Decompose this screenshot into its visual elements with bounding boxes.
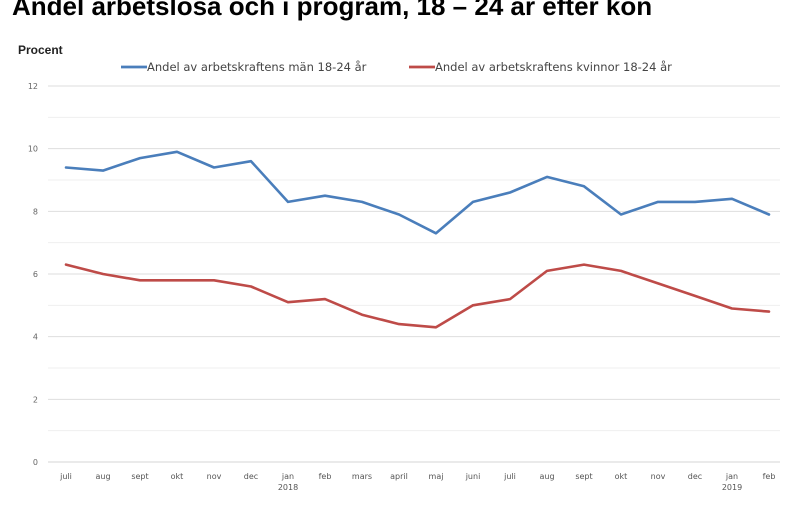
x-tick-label: maj: [429, 472, 444, 481]
x-year-label: 2019: [722, 483, 742, 492]
chart-title: Andel arbetslösa och i program, 18 – 24 …: [12, 0, 653, 21]
legend-label-1: Andel av arbetskraftens män 18-24 år: [147, 60, 367, 74]
x-tick-label: feb: [763, 472, 776, 481]
series-line-2: [64, 263, 771, 329]
x-tick-label: jan: [281, 472, 294, 481]
x-tick-label: dec: [244, 472, 258, 481]
x-tick-label: juli: [59, 472, 72, 481]
legend-label-2: Andel av arbetskraftens kvinnor 18-24 år: [435, 60, 672, 74]
x-tick-label: okt: [615, 472, 628, 481]
x-axis-ticks: juli aug sept okt nov dec jan feb mars april maj ju…: [59, 472, 775, 492]
x-tick-label: juli: [503, 472, 516, 481]
x-tick-label: sept: [131, 472, 148, 481]
y-tick-label: 2: [33, 395, 38, 404]
x-year-label: 2018: [278, 483, 298, 492]
y-tick-label: 8: [33, 207, 38, 216]
y-tick-label: 0: [33, 458, 38, 467]
x-tick-label: feb: [319, 472, 332, 481]
x-tick-label: aug: [95, 472, 110, 481]
x-tick-label: okt: [171, 472, 184, 481]
y-axis-title: Procent: [18, 43, 63, 57]
y-tick-label: 12: [28, 82, 38, 91]
series-line-1: [64, 150, 771, 235]
x-tick-label: aug: [539, 472, 554, 481]
y-tick-label: 10: [28, 145, 38, 154]
y-tick-label: 6: [33, 270, 38, 279]
legend: Andel av arbetskraftens män 18-24 år Ande…: [121, 60, 672, 74]
y-tick-label: 4: [33, 333, 38, 342]
gridlines: [48, 85, 780, 463]
x-tick-label: mars: [352, 472, 372, 481]
x-tick-label: april: [390, 472, 408, 481]
series-lines: [64, 150, 771, 329]
x-tick-label: juni: [465, 472, 481, 481]
x-tick-label: sept: [575, 472, 592, 481]
x-tick-label: dec: [688, 472, 702, 481]
y-axis-ticks: 0 2 4 6 8 10 12: [28, 82, 38, 467]
x-tick-label: nov: [207, 472, 222, 481]
x-tick-label: nov: [651, 472, 666, 481]
x-tick-label: jan: [725, 472, 738, 481]
